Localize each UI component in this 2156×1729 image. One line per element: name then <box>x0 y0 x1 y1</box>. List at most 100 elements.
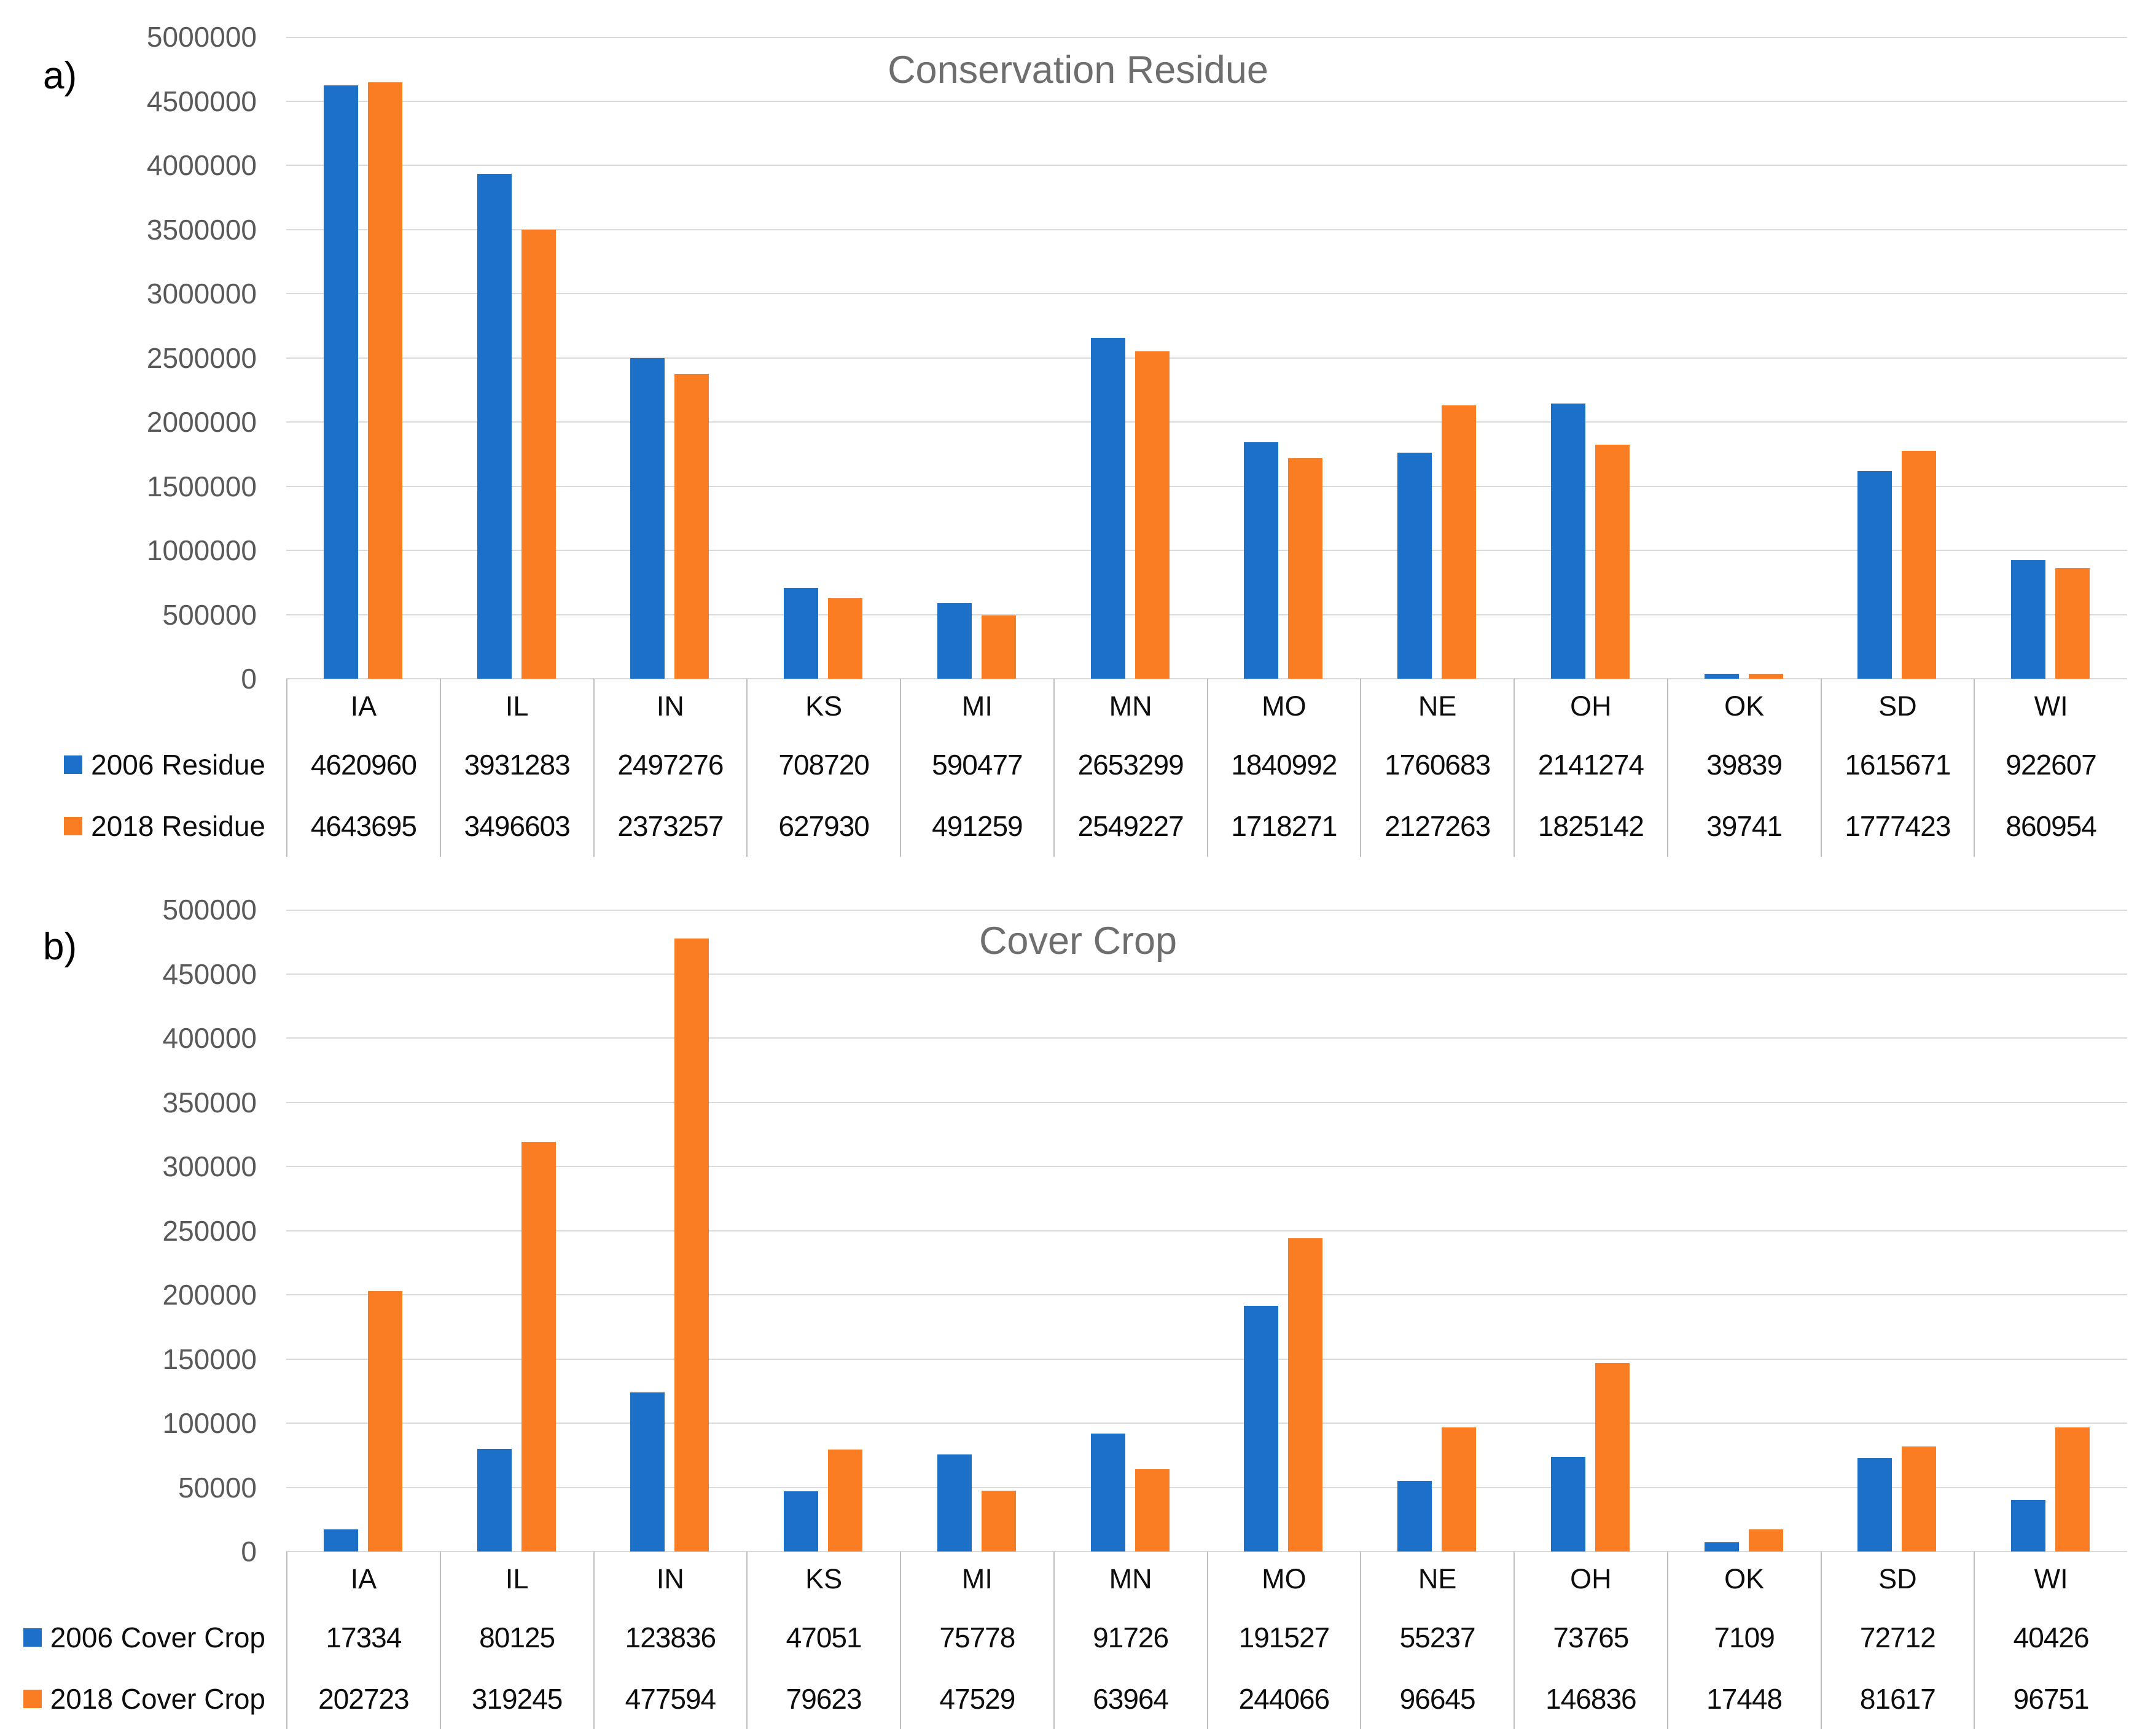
bar-wi-2018 <box>2055 1427 2090 1551</box>
category-label-mn: MN <box>1053 1551 1207 1607</box>
bar-il-2018 <box>521 230 556 679</box>
bar-sd-2006 <box>1857 1458 1892 1551</box>
table-corner-spacer <box>0 1551 286 1607</box>
value-ok-2018: 17448 <box>1666 1668 1821 1729</box>
category-slot-oh <box>1513 37 1667 679</box>
value-wi-2018: 860954 <box>1974 795 2127 857</box>
bar-mn-2018 <box>1135 1469 1170 1551</box>
legend-item-2006-residue: 2006 Residue <box>0 734 286 795</box>
table-corner-spacer <box>0 679 286 734</box>
category-slot-ks <box>746 910 900 1551</box>
category-label-mo: MO <box>1206 1551 1361 1607</box>
value-wi-2006: 922607 <box>1974 734 2127 795</box>
value-mi-2018: 47529 <box>900 1668 1053 1729</box>
category-label-il: IL <box>439 1551 593 1607</box>
bars-layer <box>286 910 2127 1551</box>
bar-in-2018 <box>674 374 709 679</box>
value-ks-2006: 47051 <box>746 1607 900 1668</box>
y-tick-label: 4500000 <box>146 85 257 117</box>
y-tick-label: 250000 <box>162 1214 257 1247</box>
category-label-ok: OK <box>1666 679 1821 734</box>
legend-label: 2006 Residue <box>91 749 265 781</box>
category-label-ne: NE <box>1360 1551 1513 1607</box>
y-tick-label: 2000000 <box>146 406 257 438</box>
legend-item-2018-cover-crop: 2018 Cover Crop <box>0 1668 286 1729</box>
gridline <box>286 293 2127 294</box>
value-oh-2018: 1825142 <box>1513 795 1667 857</box>
value-ne-2006: 55237 <box>1360 1607 1513 1668</box>
bar-wi-2006 <box>2011 560 2046 679</box>
y-tick-label: 3500000 <box>146 213 257 246</box>
value-ks-2006: 708720 <box>746 734 900 795</box>
value-ia-2006: 4620960 <box>286 734 440 795</box>
value-mi-2006: 590477 <box>900 734 1053 795</box>
legend-item-2006-cover-crop: 2006 Cover Crop <box>0 1607 286 1668</box>
bar-oh-2018 <box>1595 445 1630 679</box>
bar-ks-2018 <box>828 1450 863 1551</box>
value-oh-2006: 2141274 <box>1513 734 1667 795</box>
category-slot-ok <box>1667 910 1821 1551</box>
value-oh-2006: 73765 <box>1513 1607 1667 1668</box>
bar-ok-2018 <box>1748 1529 1783 1551</box>
category-slot-mo <box>1207 910 1361 1551</box>
gridline <box>286 357 2127 359</box>
category-label-ia: IA <box>286 1551 440 1607</box>
bar-mn-2006 <box>1090 338 1125 679</box>
category-slot-mn <box>1053 37 1207 679</box>
y-tick-label: 300000 <box>162 1150 257 1182</box>
bar-mo-2018 <box>1288 1238 1323 1551</box>
legend-swatch-2018 <box>23 1690 42 1708</box>
bar-ok-2006 <box>1704 674 1739 679</box>
category-label-il: IL <box>439 679 593 734</box>
legend-label: 2006 Cover Crop <box>50 1622 265 1653</box>
value-mo-2018: 244066 <box>1206 1668 1361 1729</box>
bar-mi-2018 <box>981 1491 1016 1551</box>
bar-ne-2006 <box>1397 1481 1432 1551</box>
value-in-2006: 2497276 <box>593 734 747 795</box>
category-label-ne: NE <box>1360 679 1513 734</box>
gridline <box>286 550 2127 551</box>
category-slot-wi <box>1974 910 2127 1551</box>
y-tick-label: 500000 <box>162 894 257 926</box>
bar-ks-2006 <box>784 588 819 679</box>
y-tick-label: 200000 <box>162 1279 257 1311</box>
y-tick-label: 0 <box>241 663 257 695</box>
category-slot-il <box>440 37 593 679</box>
value-ok-2018: 39741 <box>1666 795 1821 857</box>
value-in-2018: 477594 <box>593 1668 747 1729</box>
gridline <box>286 421 2127 423</box>
bar-wi-2006 <box>2011 1500 2046 1551</box>
y-tick-label: 500000 <box>162 598 257 631</box>
bar-il-2006 <box>477 1449 512 1551</box>
category-label-ok: OK <box>1666 1551 1821 1607</box>
category-slot-ia <box>286 37 440 679</box>
y-tick-label: 5000000 <box>146 21 257 53</box>
bar-oh-2006 <box>1550 1457 1585 1551</box>
category-slot-sd <box>1821 37 1974 679</box>
value-ne-2018: 2127263 <box>1360 795 1513 857</box>
value-mo-2018: 1718271 <box>1206 795 1361 857</box>
value-ne-2006: 1760683 <box>1360 734 1513 795</box>
gridline <box>286 1166 2127 1167</box>
gridline <box>286 228 2127 230</box>
value-mn-2018: 63964 <box>1053 1668 1207 1729</box>
y-tick-label: 1000000 <box>146 534 257 566</box>
value-ne-2018: 96645 <box>1360 1668 1513 1729</box>
value-oh-2018: 146836 <box>1513 1668 1667 1729</box>
chart-title-cover-crop: Cover Crop <box>978 919 1178 962</box>
category-label-wi: WI <box>1974 679 2127 734</box>
gridline <box>286 614 2127 615</box>
gridline <box>286 100 2127 102</box>
gridline <box>286 165 2127 166</box>
bar-mo-2006 <box>1244 1306 1279 1551</box>
bar-ia-2018 <box>367 1291 402 1551</box>
y-tick-label: 0 <box>241 1536 257 1567</box>
bar-oh-2006 <box>1550 404 1585 679</box>
category-slot-oh <box>1513 910 1667 1551</box>
bar-mo-2006 <box>1244 442 1279 679</box>
bar-ia-2018 <box>367 82 402 679</box>
bar-mo-2018 <box>1288 458 1323 679</box>
bar-ne-2006 <box>1397 453 1432 679</box>
conservation-residue-panel: a) Conservation Residue 5000000 4500000 40… <box>0 21 2127 857</box>
